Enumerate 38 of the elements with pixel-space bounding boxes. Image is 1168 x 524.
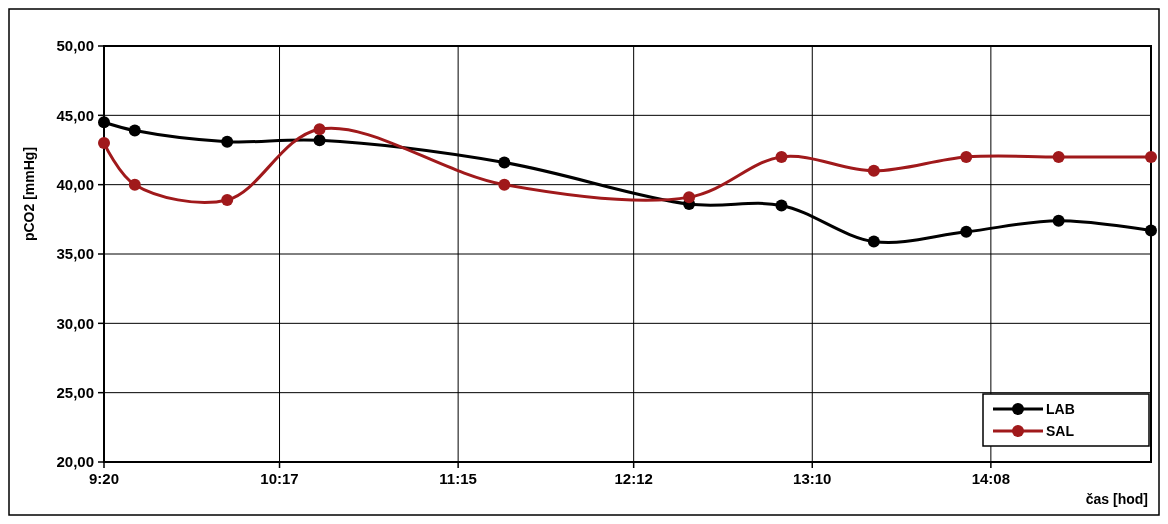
point [1145,224,1157,237]
point [1145,150,1157,163]
point [960,150,973,163]
x-tick-label: 14:08 [971,470,1011,487]
x-tick-label: 12:12 [614,470,653,487]
point [775,199,788,212]
point [98,137,110,150]
point [98,116,110,129]
point [313,123,326,136]
point [498,178,511,191]
y-tick-label: 40,00 [56,175,94,193]
y-tick-label: 30,00 [56,314,94,332]
point [960,225,973,238]
x-tick-label: 11:15 [439,470,477,487]
x-axis-title: čas [hod] [1085,491,1148,507]
point [683,191,696,204]
y-axis-title: pCO2 [mmHg] [21,146,37,242]
y-tick-label: 50,00 [56,37,94,55]
point [313,134,326,147]
x-tick-label: 9:20 [88,470,120,487]
point [128,124,141,137]
point [128,178,141,191]
y-tick-label: 20,00 [56,453,94,471]
point [221,135,234,148]
point [1052,150,1065,163]
point [867,164,880,177]
x-tick-label: 10:17 [260,470,299,487]
point [867,235,880,248]
y-tick-label: 35,00 [56,245,94,263]
y-tick-label: 25,00 [56,383,94,401]
legend-label: SAL [1046,422,1075,439]
y-tick-label: 45,00 [56,106,94,124]
point [221,193,234,206]
point [1052,214,1065,227]
point [775,150,788,163]
point [498,156,511,169]
x-tick-label: 13:10 [793,470,832,487]
legend-label: LAB [1046,400,1075,417]
